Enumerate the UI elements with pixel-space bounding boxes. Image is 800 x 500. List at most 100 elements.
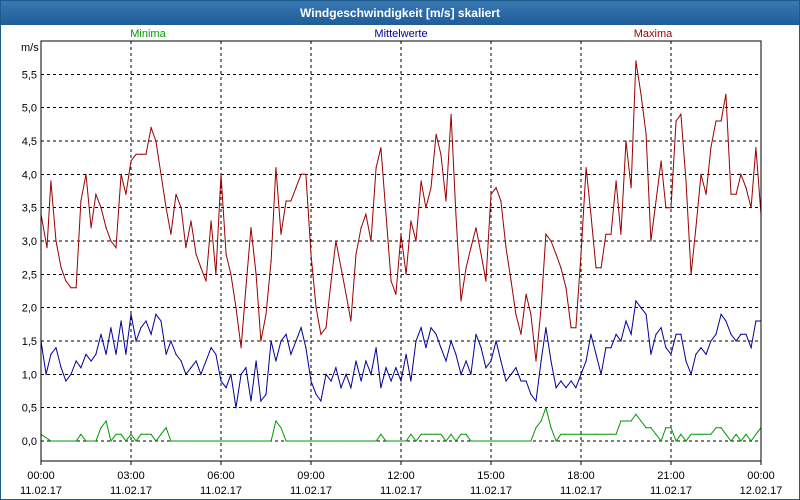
data-point-minima	[85, 440, 87, 442]
data-point-minima	[490, 440, 492, 442]
data-point-mittel	[250, 400, 252, 402]
data-point-maxima	[335, 240, 337, 242]
data-point-maxima	[390, 280, 392, 282]
data-point-mittel	[385, 367, 387, 369]
data-point-maxima	[350, 320, 352, 322]
data-point-mittel	[175, 353, 177, 355]
data-point-maxima	[380, 147, 382, 149]
data-point-mittel	[625, 320, 627, 322]
data-point-mittel	[205, 360, 207, 362]
data-point-mittel	[160, 320, 162, 322]
data-point-maxima	[735, 193, 737, 195]
data-point-maxima	[590, 213, 592, 215]
data-point-mittel	[350, 387, 352, 389]
data-point-minima	[470, 440, 472, 442]
data-point-maxima	[70, 287, 72, 289]
data-point-minima	[445, 440, 447, 442]
data-point-mittel	[585, 360, 587, 362]
data-point-minima	[435, 433, 437, 435]
data-point-mittel	[515, 367, 517, 369]
data-point-maxima	[705, 193, 707, 195]
data-point-minima	[190, 440, 192, 442]
data-point-mittel	[685, 360, 687, 362]
data-point-maxima	[355, 253, 357, 255]
data-point-minima	[115, 433, 117, 435]
data-point-maxima	[715, 120, 717, 122]
data-point-maxima	[750, 207, 752, 209]
y-tick-label: 0,0	[22, 436, 37, 448]
data-point-maxima	[645, 133, 647, 135]
data-point-mittel	[450, 340, 452, 342]
data-point-mittel	[55, 347, 57, 349]
y-tick-label: 4,0	[22, 169, 37, 181]
data-point-maxima	[595, 267, 597, 269]
data-point-maxima	[50, 180, 52, 182]
data-point-maxima	[565, 287, 567, 289]
x-tick-time: 00:00	[747, 470, 775, 482]
data-point-minima	[610, 433, 612, 435]
data-point-minima	[130, 433, 132, 435]
data-point-maxima	[400, 233, 402, 235]
data-point-maxima	[585, 167, 587, 169]
data-point-mittel	[365, 360, 367, 362]
data-point-mittel	[130, 313, 132, 315]
data-point-mittel	[475, 333, 477, 335]
data-point-minima	[250, 440, 252, 442]
data-point-mittel	[415, 340, 417, 342]
data-point-mittel	[345, 373, 347, 375]
data-point-mittel	[455, 353, 457, 355]
data-point-maxima	[460, 300, 462, 302]
data-point-minima	[700, 433, 702, 435]
data-point-minima	[580, 433, 582, 435]
data-point-maxima	[505, 247, 507, 249]
data-point-mittel	[390, 380, 392, 382]
data-point-minima	[410, 433, 412, 435]
data-point-mittel	[570, 380, 572, 382]
data-point-minima	[285, 440, 287, 442]
data-point-maxima	[340, 267, 342, 269]
data-point-mittel	[420, 327, 422, 329]
data-point-maxima	[520, 333, 522, 335]
y-tick-label: 3,5	[22, 203, 37, 215]
data-point-mittel	[460, 373, 462, 375]
data-point-minima	[450, 433, 452, 435]
data-point-maxima	[625, 140, 627, 142]
data-point-mittel	[100, 333, 102, 335]
data-point-minima	[150, 433, 152, 435]
data-point-mittel	[670, 353, 672, 355]
data-point-mittel	[75, 360, 77, 362]
data-point-maxima	[730, 193, 732, 195]
data-point-minima	[385, 440, 387, 442]
data-point-minima	[270, 440, 272, 442]
data-point-maxima	[275, 167, 277, 169]
data-point-maxima	[140, 153, 142, 155]
series-maxima	[40, 60, 762, 362]
data-point-maxima	[155, 140, 157, 142]
x-tick-time: 03:00	[117, 470, 145, 482]
data-point-minima	[655, 433, 657, 435]
data-point-maxima	[700, 173, 702, 175]
data-point-mittel	[260, 400, 262, 402]
data-point-maxima	[455, 213, 457, 215]
data-point-minima	[460, 433, 462, 435]
data-point-minima	[630, 420, 632, 422]
data-point-maxima	[550, 240, 552, 242]
data-point-maxima	[230, 273, 232, 275]
data-point-mittel	[230, 373, 232, 375]
series-mittel	[40, 299, 762, 409]
data-point-maxima	[170, 233, 172, 235]
data-point-minima	[720, 427, 722, 429]
data-point-minima	[120, 433, 122, 435]
y-tick-label: 3,0	[22, 236, 37, 248]
data-point-minima	[555, 440, 557, 442]
data-point-mittel	[640, 307, 642, 309]
data-point-mittel	[400, 380, 402, 382]
data-point-minima	[645, 427, 647, 429]
data-point-maxima	[315, 307, 317, 309]
data-point-maxima	[85, 173, 87, 175]
data-point-maxima	[265, 313, 267, 315]
data-point-maxima	[290, 200, 292, 202]
data-point-mittel	[65, 380, 67, 382]
x-tick-time: 21:00	[657, 470, 685, 482]
window-title: Windgeschwindigkeit [m/s] skaliert	[1, 1, 799, 25]
